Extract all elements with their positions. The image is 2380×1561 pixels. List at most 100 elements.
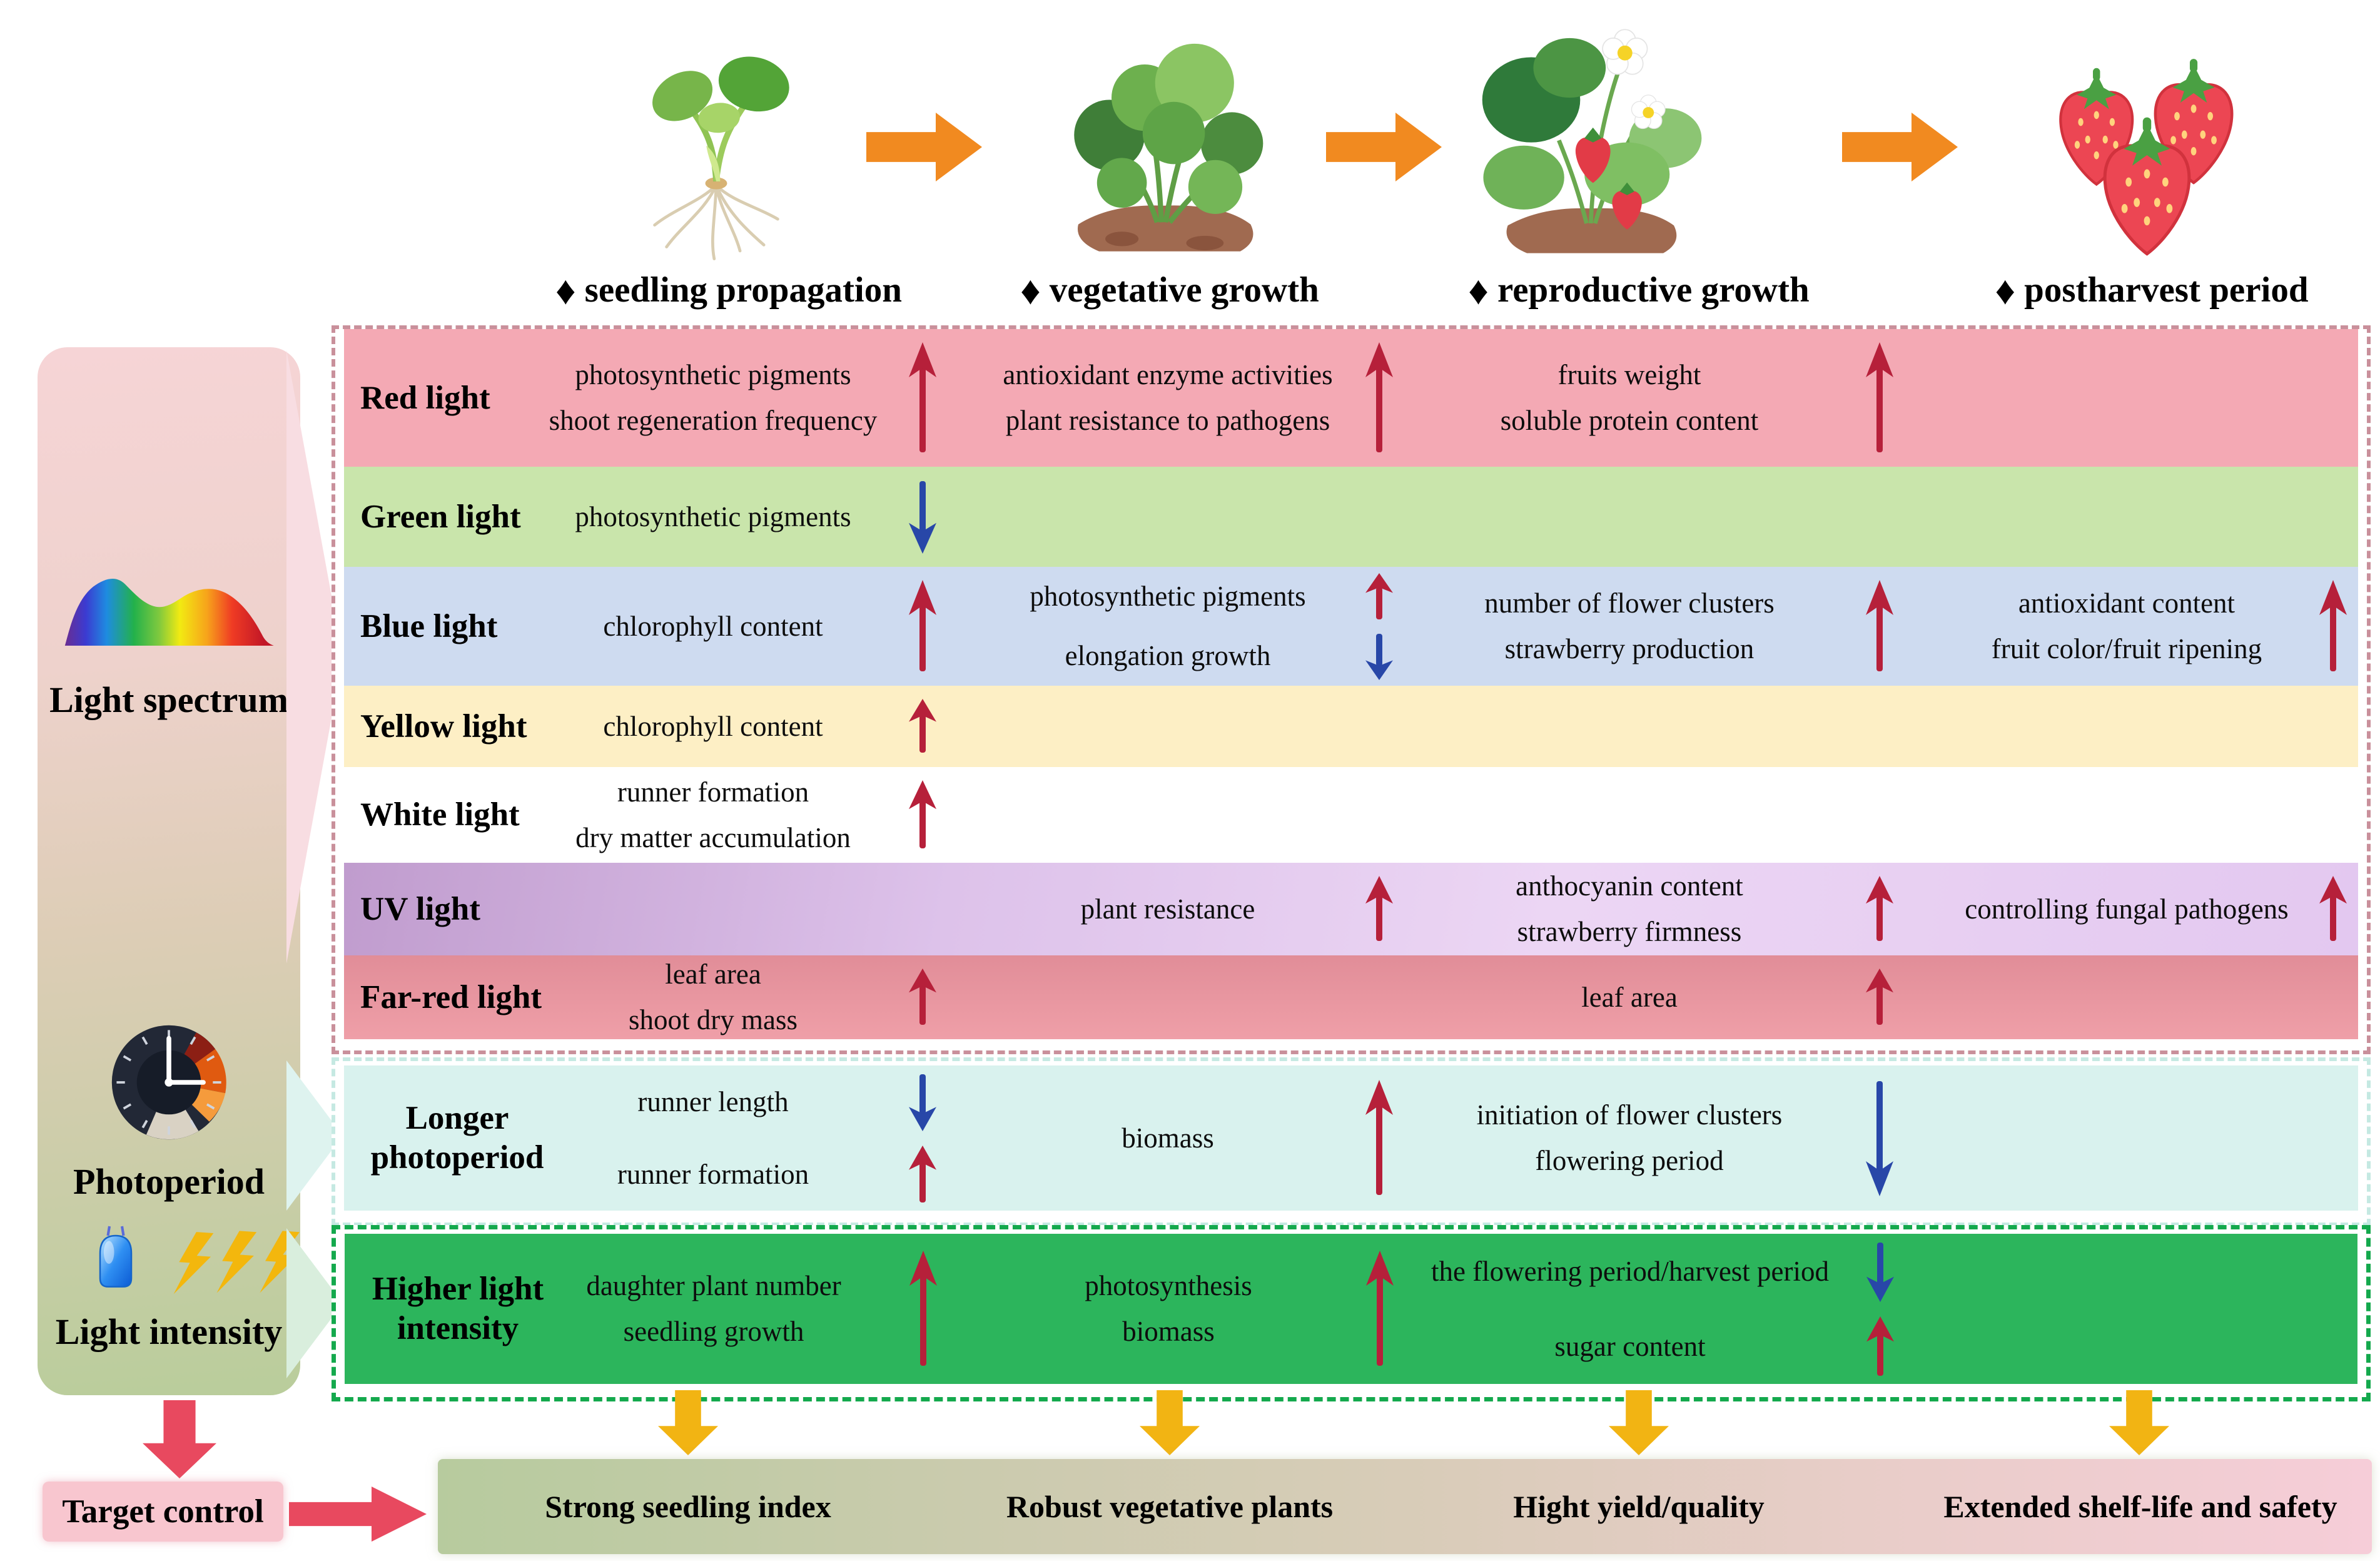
effect-text: fruits weight	[1557, 359, 1701, 391]
effect-text: leaf area	[1581, 981, 1678, 1013]
outcome-arrow-icon	[2109, 1390, 2169, 1455]
target-down-arrow-icon	[143, 1400, 216, 1478]
diamond-icon: ♦	[1995, 268, 2016, 313]
table-cell: photosynthetic pigments elongation growth	[949, 567, 1387, 686]
light-spectrum-icon	[63, 554, 275, 654]
down-arrow-icon	[1365, 631, 1394, 684]
effect-text: number of flower clusters	[1484, 587, 1775, 619]
up-arrow-icon	[908, 967, 937, 1030]
effect-text: sugar content	[1554, 1330, 1706, 1362]
diamond-icon: ♦	[1020, 268, 1041, 313]
effect-text: fruit color/fruit ripening	[1991, 633, 2262, 664]
row-label: Longer photoperiod	[360, 1065, 554, 1211]
row-label: Blue light	[360, 567, 554, 686]
row-label-line: Blue light	[360, 608, 498, 644]
effect-text: leaf area	[665, 958, 761, 990]
table-row: Yellow light chlorophyll content	[344, 686, 2358, 767]
table-cell: leaf area shoot dry mass	[500, 955, 926, 1039]
table-row: Higher light intensity daughter plant numb…	[345, 1234, 2357, 1384]
clock-icon	[109, 1023, 228, 1142]
table-row: Green light photosynthetic pigments	[344, 467, 2358, 567]
up-arrow-icon	[1865, 341, 1894, 458]
diamond-icon: ♦	[1468, 268, 1489, 313]
up-arrow-icon	[908, 579, 937, 677]
table-cell: number of flower clusters strawberry prod…	[1379, 567, 1880, 686]
effect-text: photosynthetic pigments	[575, 359, 851, 391]
up-arrow-icon	[1365, 1079, 1394, 1201]
row-label: UV light	[360, 863, 554, 955]
outcome-arrow-icon	[658, 1390, 718, 1455]
effect-text: the flowering period/harvest period	[1431, 1255, 1830, 1287]
stage-header-postharvest: ♦ postharvest period	[1995, 268, 2309, 313]
up-arrow-icon	[1365, 341, 1394, 458]
table-cell: fruits weight soluble protein content	[1379, 329, 1880, 467]
table-cell: photosynthetic pigments shoot regeneratio…	[500, 329, 926, 467]
outcome-strong-seedling: Strong seedling index	[545, 1489, 831, 1524]
down-arrow-icon	[908, 1072, 937, 1136]
stage-header-reproductive: ♦ reproductive growth	[1468, 268, 1810, 313]
stage-header-vegetative: ♦ vegetative growth	[1020, 268, 1319, 313]
up-arrow-icon	[1365, 1249, 1394, 1371]
effect-text: shoot dry mass	[629, 1004, 798, 1035]
row-label-line: UV light	[360, 890, 480, 927]
row-label-line: Higher light	[372, 1271, 544, 1308]
outcome-shelf-life: Extended shelf-life and safety	[1943, 1489, 2337, 1524]
up-arrow-icon	[1865, 875, 1894, 947]
effect-text: shoot regeneration frequency	[549, 405, 878, 436]
up-arrow-icon	[1865, 967, 1894, 1030]
lightning-bolts-icon	[166, 1231, 310, 1296]
up-arrow-icon	[908, 698, 937, 758]
outcome-arrow-icon	[1140, 1390, 1200, 1455]
effect-text: soluble protein content	[1500, 405, 1759, 436]
effect-text: daughter plant number	[586, 1270, 841, 1302]
stage-header-seedling: ♦ seedling propagation	[555, 268, 902, 313]
table-cell: anthocyanin content strawberry firmness	[1379, 863, 1880, 955]
up-arrow-icon	[908, 779, 937, 854]
row-label: Red light	[360, 329, 554, 467]
up-arrow-icon	[1365, 875, 1394, 947]
table-cell: runner length runner formation	[500, 1065, 926, 1211]
down-arrow-icon	[908, 479, 937, 558]
table-cell: photosynthesis biomass	[949, 1234, 1387, 1384]
effect-text: biomass	[1122, 1316, 1215, 1347]
effect-text: photosynthesis	[1085, 1270, 1252, 1302]
outcome-arrow-icon	[1609, 1390, 1669, 1455]
effect-text: photosynthetic pigments	[575, 501, 851, 532]
outcome-robust-vegetative: Robust vegetative plants	[1006, 1489, 1334, 1524]
row-label-line: Red light	[360, 379, 490, 416]
table-cell: antioxidant content fruit color/fruit rip…	[1908, 567, 2346, 686]
down-arrow-icon	[1866, 1240, 1895, 1306]
table-cell: antioxidant enzyme activities plant resis…	[949, 329, 1387, 467]
table-cell: photosynthetic pigments	[500, 467, 926, 567]
photoperiod-table: Longer photoperiod runner length runner for…	[332, 1057, 2371, 1226]
effect-text: plant resistance to pathogens	[1005, 405, 1330, 436]
up-arrow-icon	[1365, 572, 1394, 625]
row-label-line: Longer	[405, 1100, 509, 1137]
effect-text: runner formation	[617, 776, 809, 808]
table-row: Far-red light leaf area shoot dry mass leaf…	[344, 955, 2358, 1039]
up-arrow-icon	[909, 1249, 938, 1371]
table-cell: chlorophyll content	[500, 686, 926, 767]
diamond-icon: ♦	[555, 268, 576, 313]
row-label: Far-red light	[360, 955, 554, 1039]
effect-text: controlling fungal pathogens	[1965, 893, 2289, 925]
effect-text: chlorophyll content	[603, 610, 823, 642]
target-right-arrow-icon	[289, 1487, 427, 1542]
up-arrow-icon	[1865, 579, 1894, 677]
sidebar-label-light-intensity: Light intensity	[55, 1311, 283, 1352]
effect-text: dry matter accumulation	[575, 821, 851, 853]
effect-text: flowering period	[1535, 1145, 1724, 1176]
row-label-line: Yellow light	[360, 708, 527, 745]
up-arrow-icon	[2319, 875, 2347, 947]
row-label-line: photoperiod	[370, 1139, 544, 1176]
outcomes-bar: Strong seedling index Robust vegetative …	[438, 1459, 2372, 1554]
stage-art-reproductive	[1454, 13, 1726, 263]
row-label: Higher light intensity	[361, 1234, 555, 1384]
stage-art-postharvest	[2011, 34, 2283, 263]
table-row: UV light plant resistance anthocyanin cont…	[344, 863, 2358, 955]
sidebar-label-light-spectrum: Light spectrum	[49, 679, 288, 720]
table-cell: biomass	[949, 1065, 1387, 1211]
row-label-line: White light	[360, 796, 520, 833]
effect-text: biomass	[1122, 1122, 1214, 1154]
